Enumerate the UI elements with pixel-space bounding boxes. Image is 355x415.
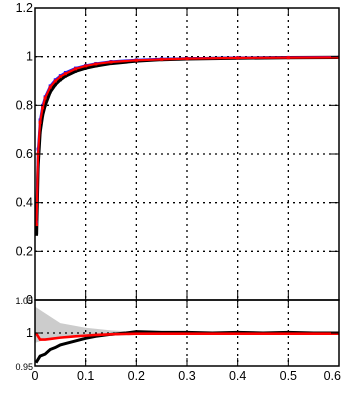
- bottom-series-1-line: [35, 332, 339, 341]
- top-y-tick-label-1: 0.2: [16, 244, 33, 258]
- bottom-x-tick-label-4: 0.4: [229, 369, 246, 383]
- bottom-y-tick-label-1: 1: [26, 326, 33, 340]
- top-panel: 0 0.2 0.4 0.6 0.8 1 1.2: [16, 1, 340, 307]
- bottom-x-tick-label-5: 0.5: [280, 369, 297, 383]
- bottom-y-tick-label-0: 0.95: [15, 362, 33, 372]
- bottom-y-tick-label-2: 1.05: [15, 296, 33, 306]
- top-series-2-line: [35, 56, 339, 225]
- top-y-tick-label-5: 1: [26, 50, 33, 64]
- top-y-tick-label-6: 1.2: [16, 1, 33, 15]
- top-y-tick-label-0: 0: [26, 293, 33, 307]
- top-y-tick-label-4: 0.8: [16, 98, 33, 112]
- top-y-tick-label-3: 0.6: [16, 147, 33, 161]
- top-y-tick-label-2: 0.4: [16, 196, 33, 210]
- bottom-x-tick-label-1: 0.1: [77, 369, 94, 383]
- bottom-x-tick-label-2: 0.2: [128, 369, 145, 383]
- bottom-x-tick-label-6: 0.6: [324, 369, 341, 383]
- bottom-x-tick-label-0: 0: [32, 369, 39, 383]
- bottom-x-tick-label-3: 0.3: [178, 369, 195, 383]
